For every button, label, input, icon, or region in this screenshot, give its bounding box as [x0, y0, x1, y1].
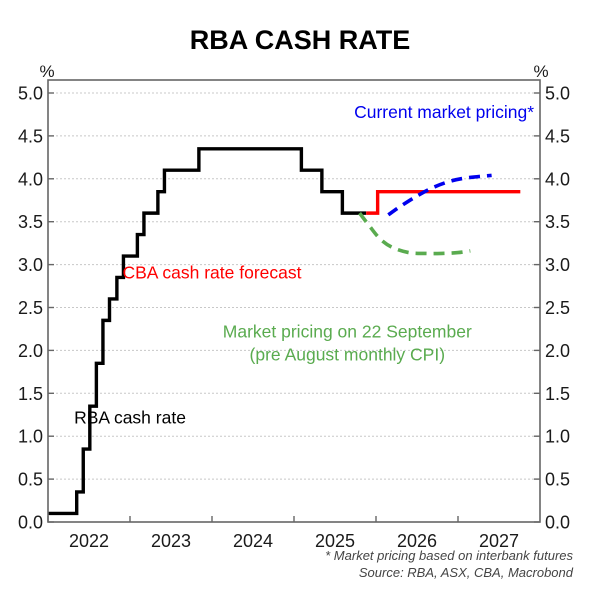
y-tick-label-left: 5.0	[18, 84, 43, 104]
x-tick-label: 2027	[479, 531, 519, 551]
x-tick-label: 2022	[69, 531, 109, 551]
y-tick-label-left: 4.0	[18, 169, 43, 189]
annotation-label: CBA cash rate forecast	[123, 262, 302, 282]
y-tick-label-right: 4.5	[545, 126, 570, 146]
y-tick-label-right: 4.0	[545, 169, 570, 189]
chart-title: RBA CASH RATE	[190, 25, 411, 55]
y-tick-label-right: 3.5	[545, 212, 570, 232]
annotation-label: RBA cash rate	[74, 407, 186, 427]
plot-frame	[47, 79, 541, 523]
y-tick-label-left: 3.5	[18, 212, 43, 232]
x-tick-label: 2024	[233, 531, 273, 551]
y-tick-label-left: 0.5	[18, 470, 43, 490]
x-tick-label: 2025	[315, 531, 355, 551]
y-axis-unit-left: %	[39, 62, 54, 81]
y-tick-label-left: 2.0	[18, 341, 43, 361]
annotation-label: Market pricing on 22 September	[223, 322, 472, 342]
annotation-label: Current market pricing*	[354, 102, 534, 122]
y-tick-label-right: 5.0	[545, 84, 570, 104]
annotations: Current market pricing* CBA cash rate for…	[74, 102, 534, 427]
y-tick-label-right: 0.0	[545, 513, 570, 533]
series-group	[48, 147, 521, 516]
y-tick-label-right: 3.0	[545, 255, 570, 275]
x-tick-label: 2023	[151, 531, 191, 551]
gridlines	[48, 92, 540, 480]
y-tick-label-right: 1.0	[545, 427, 570, 447]
footnote-market-pricing: * Market pricing based on interbank futu…	[325, 548, 573, 563]
x-ticks: 2022 2023 2024 2025 2026 2027	[47, 516, 519, 551]
y-ticks: 0.0 0.0 0.5 0.5 1.0 1.0 1.5 1.5 2.0 2.0 2.5 2.5 3.0 3…	[18, 84, 570, 533]
y-tick-label-left: 1.5	[18, 384, 43, 404]
series-line-cba-cash-rate-forecast	[366, 189, 521, 215]
y-tick-label-left: 4.5	[18, 126, 43, 146]
annotation-label: (pre August monthly CPI)	[250, 345, 446, 365]
y-tick-label-left: 0.0	[18, 513, 43, 533]
series-line-rba-cash-rate	[48, 147, 367, 516]
y-tick-label-right: 2.5	[545, 298, 570, 318]
y-tick-label-left: 1.0	[18, 427, 43, 447]
y-axis-unit-right: %	[533, 62, 548, 81]
footnote-source: Source: RBA, ASX, CBA, Macrobond	[359, 565, 574, 580]
series-line-current-market-pricing	[387, 173, 492, 217]
y-tick-label-right: 0.5	[545, 470, 570, 490]
y-tick-label-left: 3.0	[18, 255, 43, 275]
y-tick-label-left: 2.5	[18, 298, 43, 318]
x-tick-label: 2026	[397, 531, 437, 551]
y-tick-label-right: 1.5	[545, 384, 570, 404]
y-tick-label-right: 2.0	[545, 341, 570, 361]
series-line-market-pricing-on-22-september-pre-august-monthly-cpi	[358, 212, 471, 256]
